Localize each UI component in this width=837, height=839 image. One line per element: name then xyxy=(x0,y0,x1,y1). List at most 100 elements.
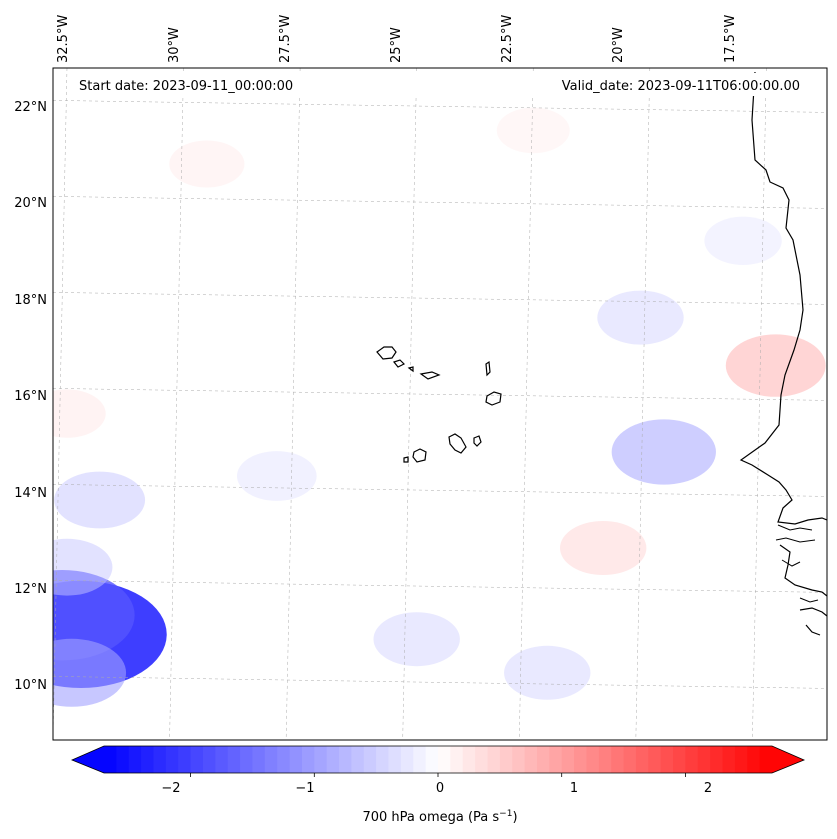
colorbar-cell xyxy=(710,746,724,773)
colorbar-cell xyxy=(400,746,414,773)
colorbar-tick-label: −2 xyxy=(161,781,180,796)
colorbar-cell xyxy=(499,746,513,773)
colorbar-cell xyxy=(376,746,390,773)
colorbar-cell xyxy=(178,746,192,773)
lon-label: 32.5°W xyxy=(56,15,71,63)
colorbar-cell xyxy=(438,746,451,773)
lon-label: 25°W xyxy=(389,27,404,63)
colorbar-cell xyxy=(388,746,402,773)
meridian-line xyxy=(285,68,301,740)
colorbar-cell xyxy=(190,746,204,773)
omega-feature xyxy=(597,290,684,345)
colorbar-cell xyxy=(487,746,501,773)
colorbar-cell xyxy=(326,746,340,773)
coastline-inlets xyxy=(775,524,819,603)
west-africa-coastline xyxy=(739,71,827,636)
colorbar-tick-label: 0 xyxy=(436,781,444,796)
omega-field-contours xyxy=(53,107,826,707)
lat-label: 16°N xyxy=(14,389,47,404)
colorbar-cell xyxy=(512,746,526,773)
omega-feature xyxy=(54,471,146,529)
colorbar-tick-label: 1 xyxy=(570,781,578,796)
colorbar-cell xyxy=(598,746,612,773)
colorbar-cell xyxy=(697,746,711,773)
omega-feature xyxy=(53,389,106,438)
meridian-line xyxy=(635,68,651,740)
colorbar-cell xyxy=(215,746,229,773)
colorbar-cell xyxy=(227,746,241,773)
colorbar-cell xyxy=(301,746,315,773)
valid-date-label: Valid_date: 2023-09-11T06:00:00.00 xyxy=(562,79,800,94)
lon-label: 20°W xyxy=(611,27,626,63)
colorbar-cell xyxy=(475,746,489,773)
map-frame xyxy=(52,67,828,741)
meridian-line xyxy=(402,68,417,740)
colorbar-cell xyxy=(202,746,216,773)
colorbar-cell xyxy=(165,746,179,773)
lon-label: 30°W xyxy=(167,27,182,63)
annotation-background xyxy=(72,73,807,96)
colorbar: −2 −1 0 1 2 700 hPa omega (Pa s−1) xyxy=(70,745,806,825)
colorbar-cell xyxy=(277,746,291,773)
colorbar-label-sup: −1 xyxy=(499,809,512,819)
cabo-verde-islands xyxy=(376,346,502,463)
lon-label: 22.5°W xyxy=(500,15,515,63)
latitude-labels: 22°N 20°N 18°N 16°N 14°N 12°N 10°N xyxy=(14,100,47,693)
lat-label: 18°N xyxy=(14,293,47,308)
omega-feature xyxy=(704,216,782,265)
meridian-line xyxy=(169,68,184,740)
colorbar-cell xyxy=(623,746,637,773)
lat-label: 22°N xyxy=(14,100,47,115)
omega-feature xyxy=(53,538,113,596)
omega-feature xyxy=(725,334,826,397)
lat-label: 14°N xyxy=(14,486,47,501)
colorbar-cell xyxy=(351,746,365,773)
meridian-line xyxy=(53,68,68,740)
colorbar-cell xyxy=(549,746,563,773)
meridian-line xyxy=(519,68,534,740)
colorbar-cell xyxy=(128,746,142,773)
colorbar-cell xyxy=(673,746,687,773)
colorbar-cell xyxy=(734,746,748,773)
colorbar-cell xyxy=(153,746,167,773)
longitude-labels: 32.5°W 30°W 27.5°W 25°W 22.5°W 20°W 17.5… xyxy=(56,15,738,63)
colorbar-cell xyxy=(561,746,575,773)
colorbar-tick-label: −1 xyxy=(295,781,314,796)
meridian-line xyxy=(752,68,767,740)
colorbar-cell xyxy=(289,746,303,773)
omega-feature xyxy=(559,521,647,575)
colorbar-cell xyxy=(611,746,625,773)
start-date-label: Start date: 2023-09-11_00:00:00 xyxy=(79,79,293,94)
graticule-gridlines xyxy=(53,68,827,740)
colorbar-cell xyxy=(574,746,588,773)
omega-feature xyxy=(496,107,570,154)
colorbar-cell xyxy=(252,746,266,773)
colorbar-cell xyxy=(685,746,699,773)
lon-label: 17.5°W xyxy=(723,15,738,63)
colorbar-cell xyxy=(450,746,464,773)
colorbar-cell xyxy=(586,746,600,773)
colorbar-outline xyxy=(70,745,806,774)
omega-feature xyxy=(611,419,716,485)
lat-label: 12°N xyxy=(14,582,47,597)
omega-feature xyxy=(53,638,127,707)
colorbar-cell xyxy=(635,746,649,773)
omega-field-map xyxy=(53,68,827,740)
colorbar-label-main: 700 hPa omega (Pa s xyxy=(362,810,499,825)
omega-feature xyxy=(169,140,245,188)
colorbar-cell xyxy=(141,746,155,773)
colorbar-cell xyxy=(536,746,550,773)
colorbar-tick-label: 2 xyxy=(704,781,712,796)
colorbar-cell xyxy=(462,746,476,773)
colorbar-cell xyxy=(747,746,761,773)
colorbar-cell xyxy=(264,746,278,773)
colorbar-cell xyxy=(240,746,254,773)
colorbar-label-end: ) xyxy=(512,810,517,825)
colorbar-cell xyxy=(660,746,674,773)
colorbar-cell xyxy=(425,746,439,773)
colorbar-gradient xyxy=(72,746,804,773)
omega-feature xyxy=(373,612,460,667)
colorbar-cell xyxy=(116,746,130,773)
lon-label: 27.5°W xyxy=(278,15,293,63)
omega-feature xyxy=(504,645,591,700)
